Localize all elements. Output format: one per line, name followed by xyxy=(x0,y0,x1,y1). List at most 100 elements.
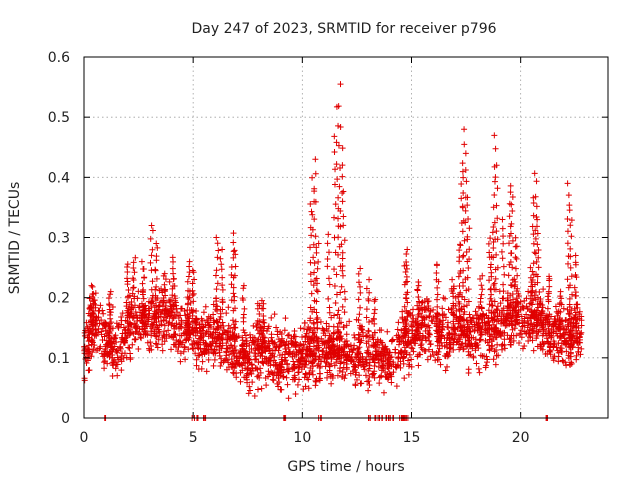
data-point xyxy=(213,267,220,274)
data-point xyxy=(438,331,445,338)
data-point xyxy=(154,244,161,251)
y-tick-label: 0.2 xyxy=(48,291,70,307)
data-point xyxy=(291,361,298,368)
data-point xyxy=(217,313,224,320)
data-point xyxy=(158,321,165,328)
data-point xyxy=(166,278,173,285)
data-point xyxy=(205,350,212,357)
data-point xyxy=(190,317,197,324)
data-point xyxy=(308,232,315,239)
data-point xyxy=(335,307,342,314)
data-point xyxy=(89,298,96,305)
data-point xyxy=(336,355,343,362)
data-point xyxy=(339,198,346,205)
data-point xyxy=(226,351,233,358)
data-point xyxy=(430,306,437,313)
data-point xyxy=(371,374,378,381)
data-point xyxy=(96,320,103,327)
data-point xyxy=(319,348,326,355)
data-point xyxy=(324,263,331,270)
data-point xyxy=(463,302,470,309)
data-point xyxy=(386,362,393,369)
data-point xyxy=(333,271,340,278)
data-point xyxy=(444,363,451,370)
data-point xyxy=(228,281,235,288)
data-point xyxy=(301,325,308,332)
data-point xyxy=(309,360,316,367)
data-point xyxy=(176,338,183,345)
data-point xyxy=(336,337,343,344)
data-point xyxy=(574,338,581,345)
data-point xyxy=(334,342,341,349)
data-point xyxy=(500,263,507,270)
data-point xyxy=(513,295,520,302)
data-point xyxy=(268,331,275,338)
data-point xyxy=(154,344,161,351)
data-point xyxy=(525,329,532,336)
data-point xyxy=(243,340,250,347)
data-point xyxy=(125,344,132,351)
data-point xyxy=(376,327,383,334)
data-point xyxy=(564,215,571,222)
data-point xyxy=(330,336,337,343)
data-point xyxy=(230,332,237,339)
data-point xyxy=(302,338,309,345)
data-point xyxy=(189,340,196,347)
data-point xyxy=(413,332,420,339)
data-point xyxy=(299,361,306,368)
data-point xyxy=(219,330,226,337)
data-point xyxy=(490,254,497,261)
data-point xyxy=(357,283,364,290)
data-point xyxy=(478,282,485,289)
data-point xyxy=(239,341,246,348)
data-point xyxy=(533,223,540,230)
data-point xyxy=(508,201,515,208)
data-point xyxy=(544,305,551,312)
data-point xyxy=(337,208,344,215)
data-point xyxy=(497,332,504,339)
data-point xyxy=(89,283,96,290)
data-point xyxy=(439,323,446,330)
data-point xyxy=(442,314,449,321)
data-point xyxy=(491,132,498,139)
data-point xyxy=(230,370,237,377)
data-point xyxy=(232,263,239,270)
data-point xyxy=(106,338,113,345)
y-tick-label: 0.5 xyxy=(48,110,70,126)
data-point xyxy=(152,340,159,347)
data-point xyxy=(567,310,574,317)
data-point xyxy=(564,240,571,247)
data-point xyxy=(494,215,501,222)
data-point xyxy=(388,373,395,380)
data-point xyxy=(214,254,221,261)
data-point xyxy=(521,328,528,335)
data-point xyxy=(492,275,499,282)
data-point xyxy=(286,349,293,356)
data-point xyxy=(568,333,575,340)
data-point xyxy=(307,200,314,207)
data-point xyxy=(317,363,324,370)
data-point xyxy=(464,342,471,349)
data-point xyxy=(118,338,125,345)
data-point xyxy=(434,291,441,298)
data-point xyxy=(512,254,519,261)
data-point xyxy=(268,314,275,321)
data-point xyxy=(153,302,160,309)
data-point xyxy=(414,329,421,336)
data-point xyxy=(400,354,407,361)
data-point xyxy=(230,290,237,297)
data-point xyxy=(472,308,479,315)
data-point xyxy=(245,371,252,378)
data-point xyxy=(232,318,239,325)
data-point xyxy=(303,345,310,352)
data-point xyxy=(331,133,338,140)
data-point xyxy=(260,339,267,346)
data-point xyxy=(567,282,574,289)
data-point xyxy=(512,278,519,285)
data-point xyxy=(352,371,359,378)
data-point xyxy=(263,328,270,335)
data-point xyxy=(212,350,219,357)
data-point xyxy=(534,273,541,280)
data-point xyxy=(180,348,187,355)
data-point xyxy=(240,311,247,318)
